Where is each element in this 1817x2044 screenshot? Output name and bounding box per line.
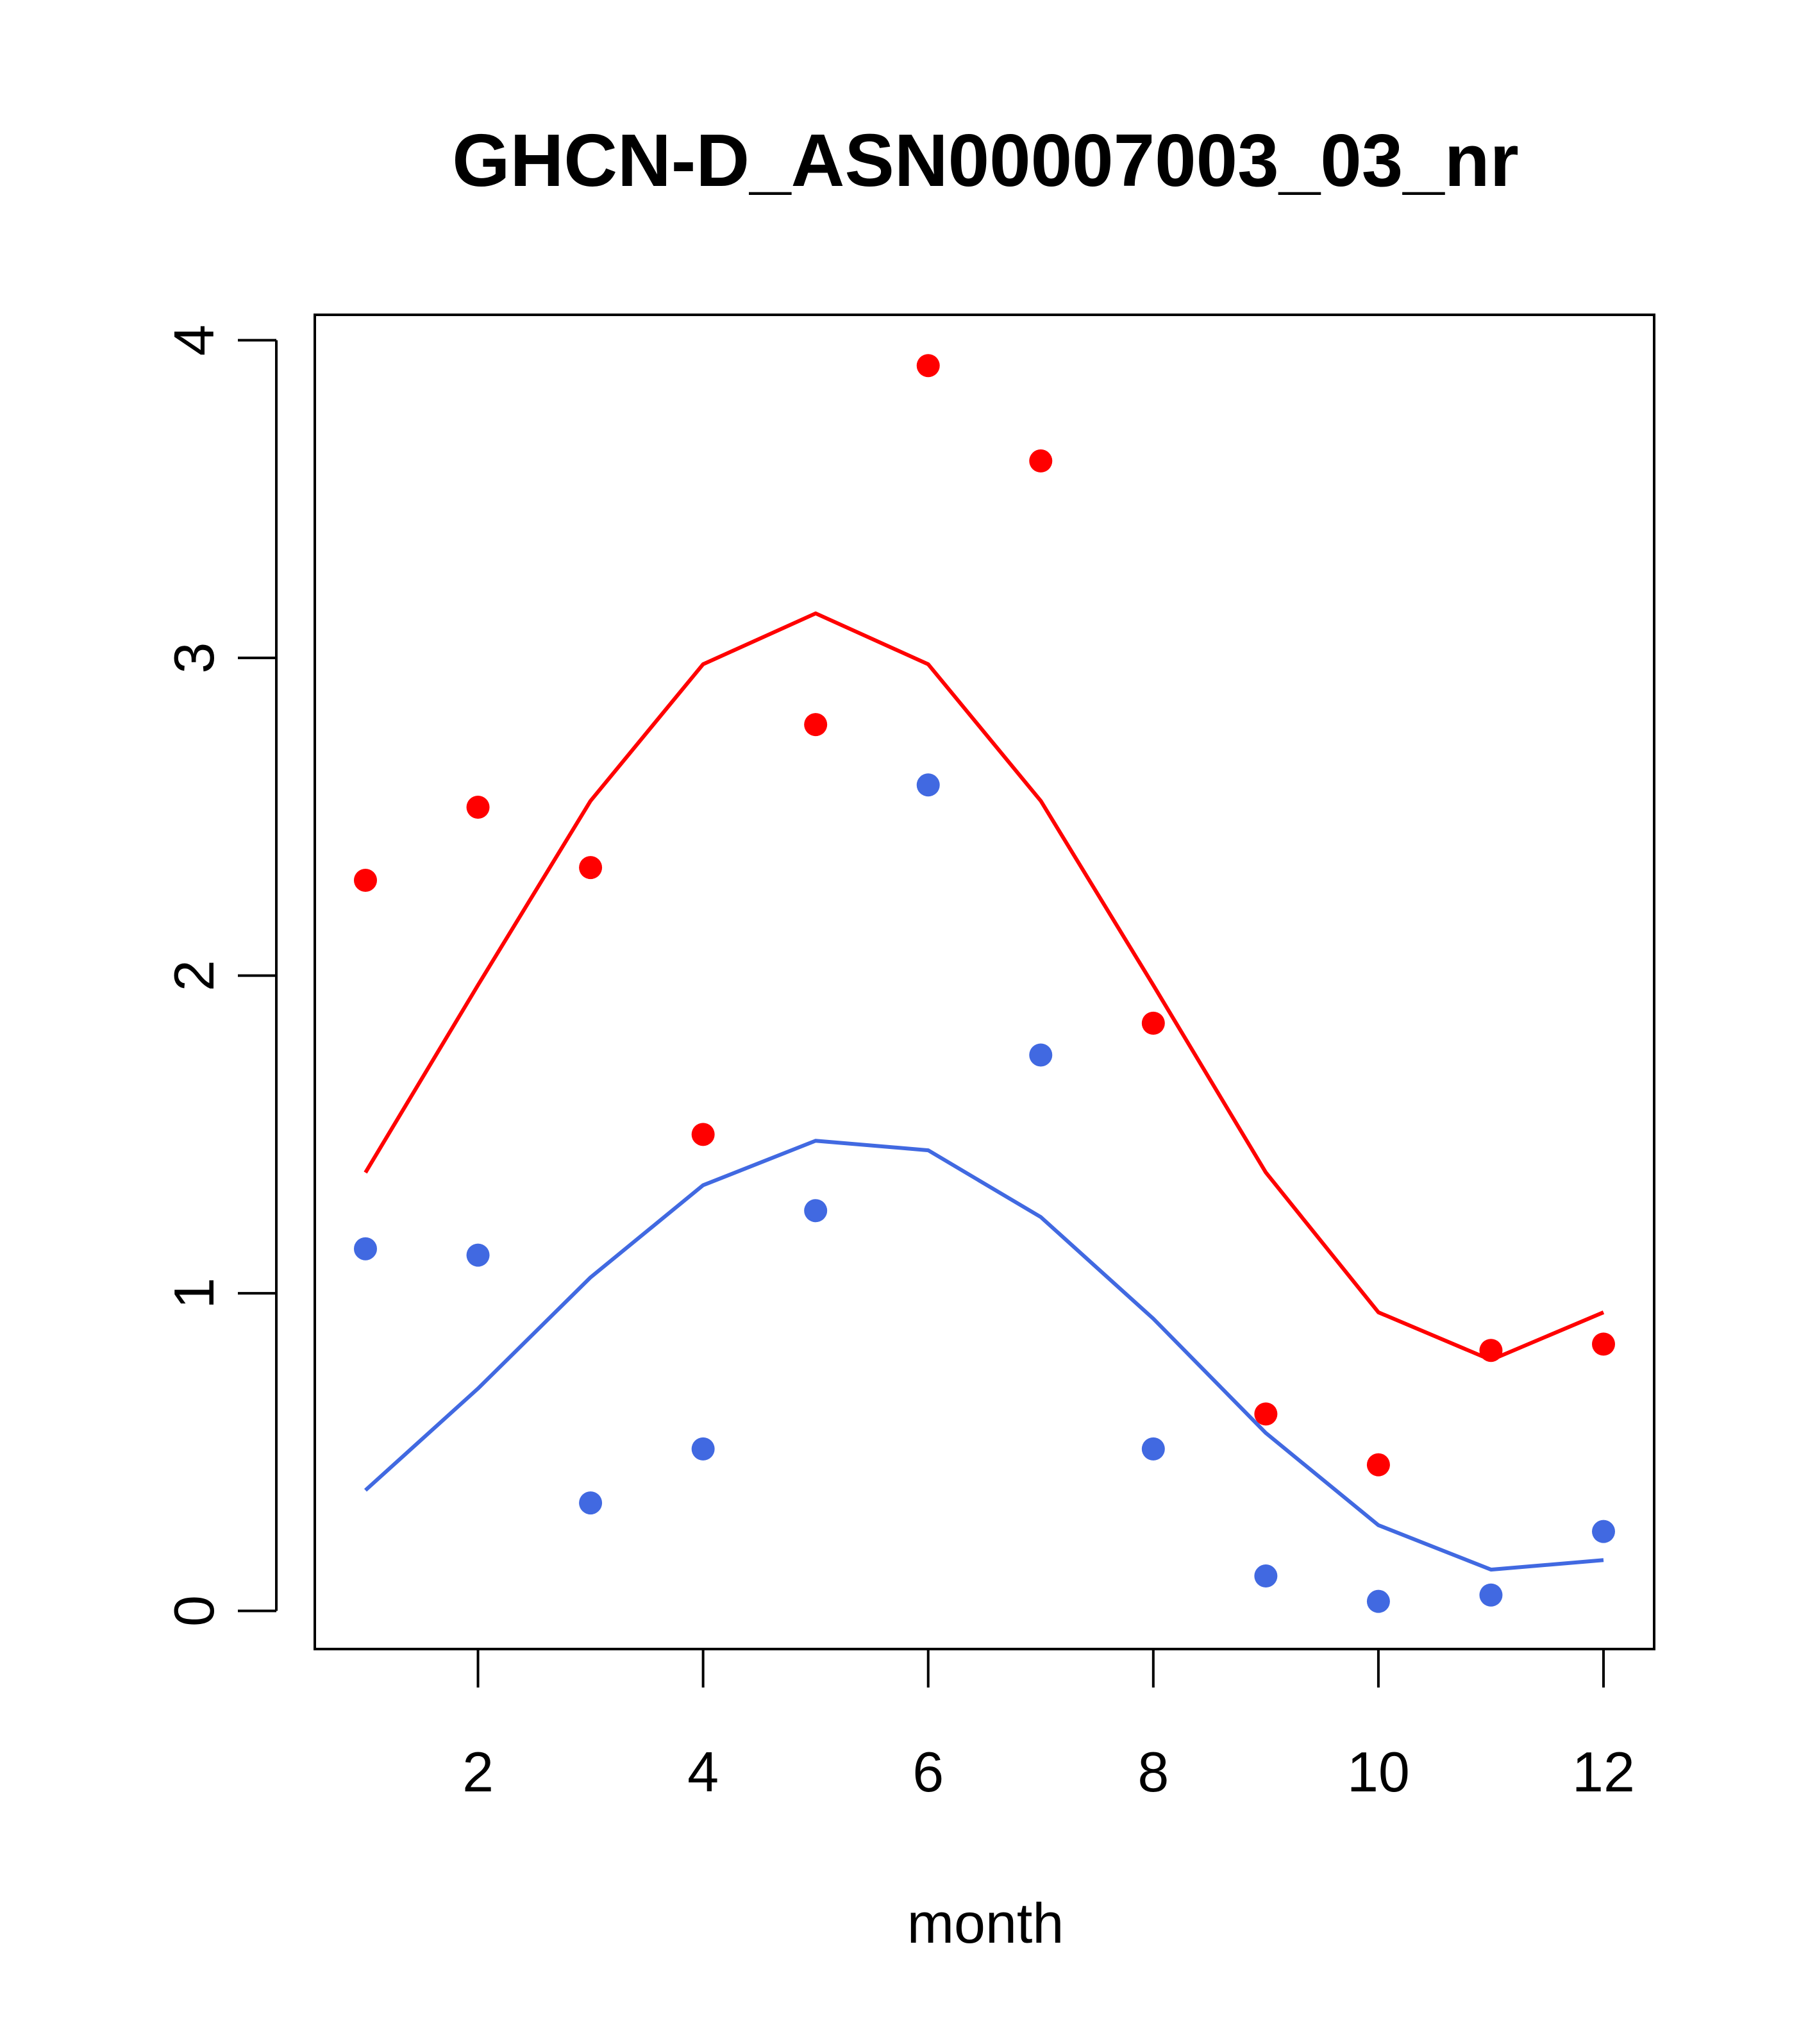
series-1-point [1592, 1520, 1616, 1543]
series-0-point [1479, 1339, 1503, 1362]
series-0-point [579, 856, 603, 880]
x-tick-label: 4 [687, 1740, 719, 1804]
y-tick-label: 1 [162, 1278, 226, 1309]
x-tick-label: 10 [1347, 1740, 1410, 1804]
series-0-point [1141, 1011, 1165, 1035]
series-0-point [1366, 1453, 1390, 1477]
y-axis: 0 1 2 3 4 [162, 324, 278, 1627]
y-tick-label: 2 [162, 960, 226, 991]
chart-title: GHCN-D_ASN00007003_03_nr [452, 119, 1519, 202]
y-tick-label: 0 [162, 1595, 226, 1627]
y-tick-label: 3 [162, 642, 226, 674]
series-0-line [364, 611, 1605, 1362]
series-layer [353, 354, 1616, 1613]
series-0-point [916, 354, 940, 378]
series-1-point [804, 1199, 828, 1223]
series-1-point [579, 1491, 603, 1515]
x-axis-title: month [907, 1891, 1064, 1955]
series-0-point [1029, 449, 1053, 473]
series-1-point [353, 1237, 377, 1261]
x-tick-label: 12 [1572, 1740, 1635, 1804]
series-0-point [466, 795, 490, 819]
x-tick-label: 6 [912, 1740, 944, 1804]
series-0-point [353, 868, 377, 892]
series-1-point [1366, 1589, 1390, 1613]
series-0-point [1254, 1402, 1278, 1426]
series-1-point [466, 1243, 490, 1267]
y-tick-label: 4 [162, 324, 226, 356]
series-1-point [1479, 1583, 1503, 1607]
series-0-point [691, 1123, 715, 1146]
series-1-point [1029, 1043, 1053, 1067]
x-tick-label: 2 [462, 1740, 494, 1804]
series-1-point [916, 773, 940, 797]
series-1-point [1254, 1564, 1278, 1588]
series-1-point [691, 1437, 715, 1461]
series-0-point [804, 713, 828, 737]
x-axis: 2 4 6 8 10 12 [462, 1648, 1635, 1804]
series-0-point [1592, 1332, 1616, 1356]
plot-area [314, 314, 1655, 1650]
series-1-line [364, 1139, 1604, 1572]
x-tick-label: 8 [1137, 1740, 1169, 1804]
series-1-point [1141, 1437, 1165, 1461]
